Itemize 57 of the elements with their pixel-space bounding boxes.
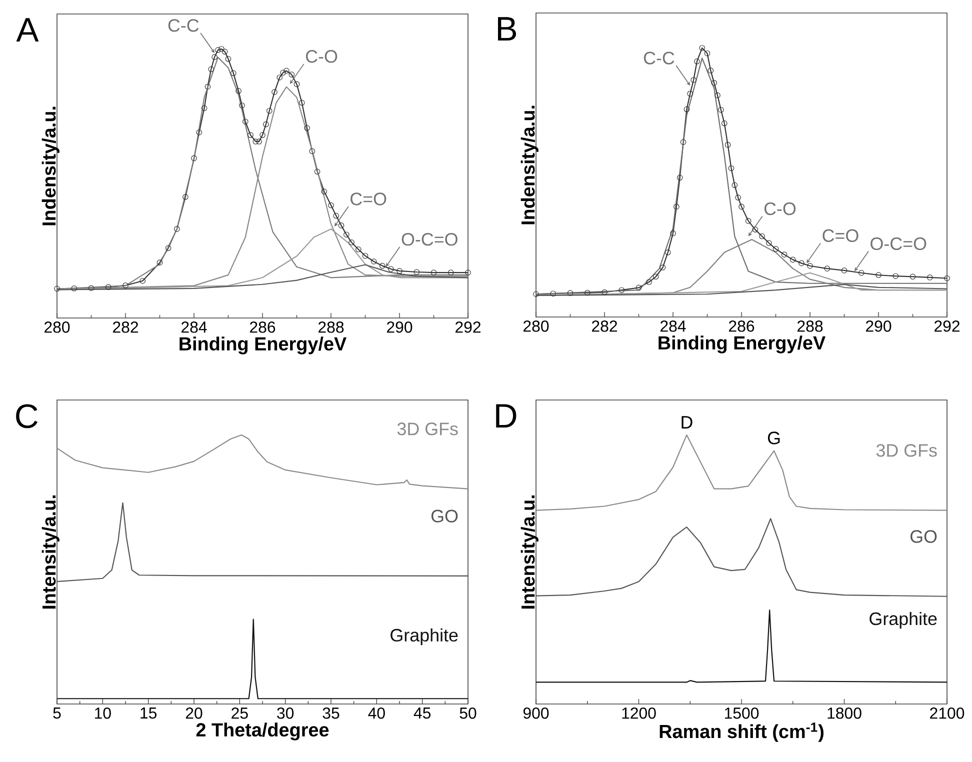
x-axis-title: 2 Theta/degree — [196, 722, 329, 740]
x-tick-label: 280 — [524, 320, 549, 332]
x-tick-label: 35 — [322, 708, 340, 719]
x-tick-label: 280 — [44, 322, 70, 333]
x-tick-label: 282 — [592, 320, 617, 332]
x-axis-title: Binding Energy/eV — [658, 336, 826, 354]
x-tick-label: 286 — [250, 322, 276, 333]
x-tick-label: 284 — [182, 322, 207, 333]
x-axis-title: Binding Energy/eV — [180, 336, 346, 354]
x-tick-label: 1800 — [828, 708, 862, 719]
annotation: C=O — [822, 229, 858, 242]
text: GO — [431, 510, 458, 522]
y-axis-title: Indensity/a.u. — [42, 106, 60, 226]
x-tick-label: 290 — [866, 320, 892, 332]
text: GO — [910, 530, 937, 543]
y-axis-title: Indensity/a.u. — [520, 106, 538, 224]
x-tick-label: 30 — [277, 708, 294, 719]
x-tick-label: 288 — [318, 322, 344, 333]
x-tick-label: 282 — [113, 322, 138, 333]
x-tick-label: 5 — [53, 708, 61, 719]
annotation: G — [768, 432, 780, 444]
chart-title: B — [498, 17, 516, 40]
x-tick-label: 2100 — [930, 708, 964, 719]
x-tick-label: 20 — [186, 708, 202, 719]
x-tick-label: 284 — [660, 320, 686, 332]
x-tick-label: 40 — [368, 708, 385, 719]
chart-title: C — [16, 404, 38, 428]
chart-title: A — [16, 18, 39, 42]
x-tick-label: 288 — [798, 320, 823, 332]
text: 3D GFs — [397, 422, 458, 436]
y-axis-title: Intensity/a.u. — [520, 495, 538, 609]
x-tick-label: 290 — [387, 322, 412, 333]
x-tick-label: 15 — [140, 708, 157, 719]
annotation: O-C=O — [870, 237, 926, 250]
annotation: C-C — [644, 52, 674, 64]
text: Graphite — [390, 628, 458, 646]
x-tick-label: 286 — [729, 320, 754, 332]
x-tick-label: 45 — [414, 708, 431, 719]
y-axis-title: Intensity/a.u. — [42, 495, 60, 609]
x-axis-title: Raman shift (cm$^{-1}$) — [660, 722, 824, 742]
annotation: C-O — [306, 50, 338, 63]
annotation: D — [682, 416, 692, 428]
x-tick-label: 292 — [456, 322, 480, 333]
x-tick-label: 292 — [934, 320, 960, 332]
annotation: O-C=O — [402, 232, 458, 246]
annotation: C-C — [168, 19, 199, 32]
x-tick-label: 1200 — [622, 708, 656, 719]
x-tick-label: 1500 — [724, 708, 759, 719]
text: Graphite — [870, 612, 937, 629]
annotation: C-O — [764, 202, 796, 216]
x-tick-label: 25 — [232, 708, 248, 719]
x-tick-label: 10 — [95, 708, 111, 719]
chart-title: D — [496, 404, 516, 428]
annotation: C=O — [350, 192, 386, 206]
x-tick-label: 50 — [460, 708, 476, 719]
text: 3D GFs — [876, 444, 937, 457]
x-tick-label: 900 — [523, 708, 549, 719]
